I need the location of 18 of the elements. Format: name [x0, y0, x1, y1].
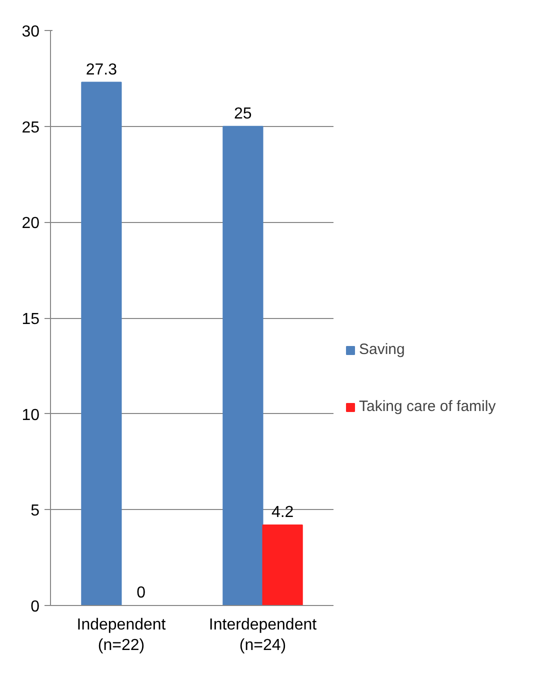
bar — [262, 524, 303, 606]
data-label: 0 — [136, 584, 146, 602]
data-label: 25 — [234, 105, 252, 122]
y-tick-label: 15 — [22, 311, 40, 328]
data-label: 27.3 — [86, 61, 118, 78]
x-tick-label: Interdependent (n=24) — [208, 616, 318, 654]
y-tick-label: 10 — [22, 406, 40, 424]
legend-label: Taking care of family — [359, 398, 496, 415]
legend-label: Saving — [359, 341, 405, 358]
y-tick-label: 25 — [22, 119, 40, 136]
x-tick-label: Independent (n=22) — [76, 616, 166, 654]
y-tick-label: 20 — [22, 215, 40, 232]
y-tick-label: 5 — [30, 502, 40, 520]
data-label: 4.2 — [271, 504, 294, 521]
y-tick-label: 0 — [30, 598, 40, 616]
bar — [222, 126, 264, 606]
bar — [81, 82, 122, 606]
y-tick-label: 30 — [22, 24, 40, 40]
